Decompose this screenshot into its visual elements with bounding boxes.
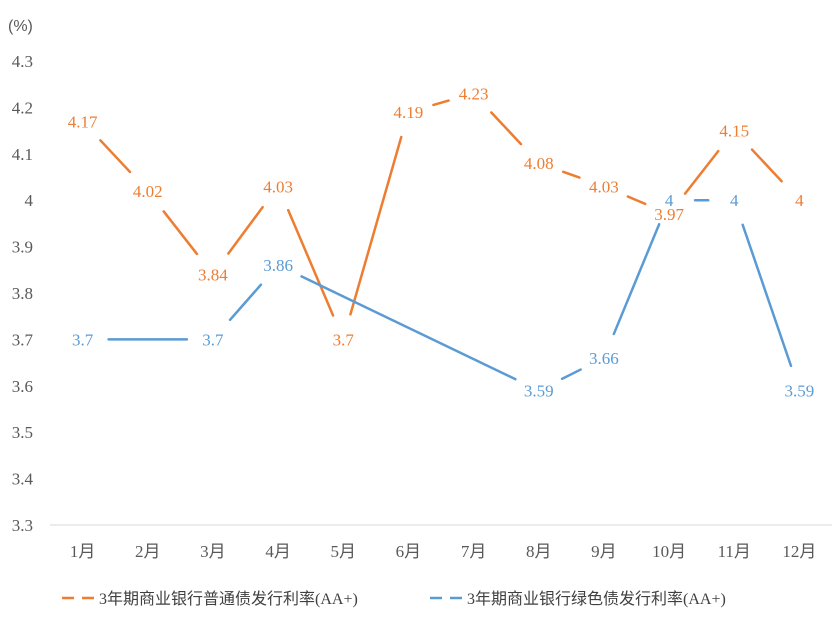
x-tick-label: 1月 bbox=[70, 542, 96, 561]
series-2-data-label: 3.59 bbox=[524, 381, 554, 400]
series-1-segment bbox=[750, 148, 783, 183]
series-1-segment bbox=[162, 210, 199, 256]
series-1-segment bbox=[99, 139, 132, 174]
x-tick-label: 8月 bbox=[526, 542, 552, 561]
series-data-labels: 4.174.023.844.033.74.194.234.084.033.974… bbox=[68, 84, 815, 400]
y-tick-label: 4.3 bbox=[12, 52, 33, 71]
series-1-data-label: 3.84 bbox=[198, 265, 228, 284]
series-1-data-label: 4.15 bbox=[719, 122, 749, 141]
y-tick-label: 3.6 bbox=[12, 377, 33, 396]
series-1-data-label: 3.7 bbox=[333, 330, 355, 349]
y-tick-label: 3.3 bbox=[12, 516, 33, 535]
x-tick-label: 5月 bbox=[331, 542, 357, 561]
y-tick-label: 3.4 bbox=[12, 470, 34, 489]
legend-entry-2: 3年期商业银行绿色债发行利率(AA+) bbox=[467, 590, 726, 608]
x-tick-label: 3月 bbox=[200, 542, 226, 561]
series-2-data-label: 4 bbox=[730, 191, 739, 210]
series-1-segment bbox=[490, 111, 523, 146]
x-tick-label: 2月 bbox=[135, 542, 161, 561]
series-1-data-label: 4.23 bbox=[459, 84, 489, 103]
series-1-data-label: 4.19 bbox=[394, 103, 424, 122]
y-axis-ticks: 3.3 3.4 3.5 3.6 3.7 3.8 3.9 4 4.1 4.2 4.3 bbox=[12, 52, 34, 535]
series-1-segment bbox=[561, 170, 581, 179]
y-tick-label: 3.8 bbox=[12, 284, 33, 303]
series-2-data-label: 3.86 bbox=[263, 256, 293, 275]
y-tick-label: 3.7 bbox=[12, 330, 34, 349]
series-1-data-label: 4.02 bbox=[133, 182, 163, 201]
x-tick-label: 10月 bbox=[652, 542, 686, 561]
series-2-data-label: 4 bbox=[665, 191, 674, 210]
legend-entry-1: 3年期商业银行普通债发行利率(AA+) bbox=[99, 590, 358, 608]
y-tick-label: 3.9 bbox=[12, 238, 33, 257]
series-1-data-label: 4.03 bbox=[589, 177, 619, 196]
legend: 3年期商业银行普通债发行利率(AA+) 3年期商业银行绿色债发行利率(AA+) bbox=[62, 590, 726, 608]
x-tick-label: 6月 bbox=[396, 542, 422, 561]
y-tick-label: 4 bbox=[25, 191, 34, 210]
series-1-segment bbox=[626, 195, 647, 206]
series-2-data-label: 3.7 bbox=[202, 330, 224, 349]
series-1-data-label: 3.97 bbox=[654, 205, 684, 224]
series-1-segment bbox=[432, 99, 450, 107]
series-2-segment bbox=[228, 283, 263, 322]
series-1-data-label: 4 bbox=[795, 191, 804, 210]
series-2-segment bbox=[560, 368, 582, 381]
y-axis-unit-label: (%) bbox=[8, 18, 33, 35]
series-2-segment bbox=[300, 275, 517, 381]
x-tick-label: 9月 bbox=[591, 542, 617, 561]
series-2-data-label: 3.66 bbox=[589, 349, 619, 368]
x-axis-ticks: 1月 2月 3月 4月 5月 6月 7月 8月 9月 10月 11月 12月 bbox=[70, 542, 817, 561]
series-1-segment bbox=[349, 135, 403, 316]
series-2-segment bbox=[612, 222, 661, 336]
series-1-segment bbox=[683, 149, 720, 195]
y-tick-label: 3.5 bbox=[12, 423, 33, 442]
series-2-segment bbox=[741, 223, 793, 368]
series-2-data-label: 3.59 bbox=[785, 381, 815, 400]
y-tick-label: 4.2 bbox=[12, 98, 33, 117]
x-tick-label: 4月 bbox=[265, 542, 291, 561]
series-1-data-label: 4.17 bbox=[68, 112, 98, 131]
x-tick-label: 12月 bbox=[782, 542, 816, 561]
series-1-segment bbox=[227, 205, 264, 255]
series-1-segment bbox=[287, 208, 335, 317]
series-1-data-label: 4.03 bbox=[263, 177, 293, 196]
series-1-data-label: 4.08 bbox=[524, 154, 554, 173]
series-lines bbox=[99, 99, 793, 381]
x-tick-label: 7月 bbox=[461, 542, 487, 561]
y-tick-label: 4.1 bbox=[12, 145, 33, 164]
series-2-data-label: 3.7 bbox=[72, 330, 94, 349]
x-tick-label: 11月 bbox=[718, 542, 751, 561]
